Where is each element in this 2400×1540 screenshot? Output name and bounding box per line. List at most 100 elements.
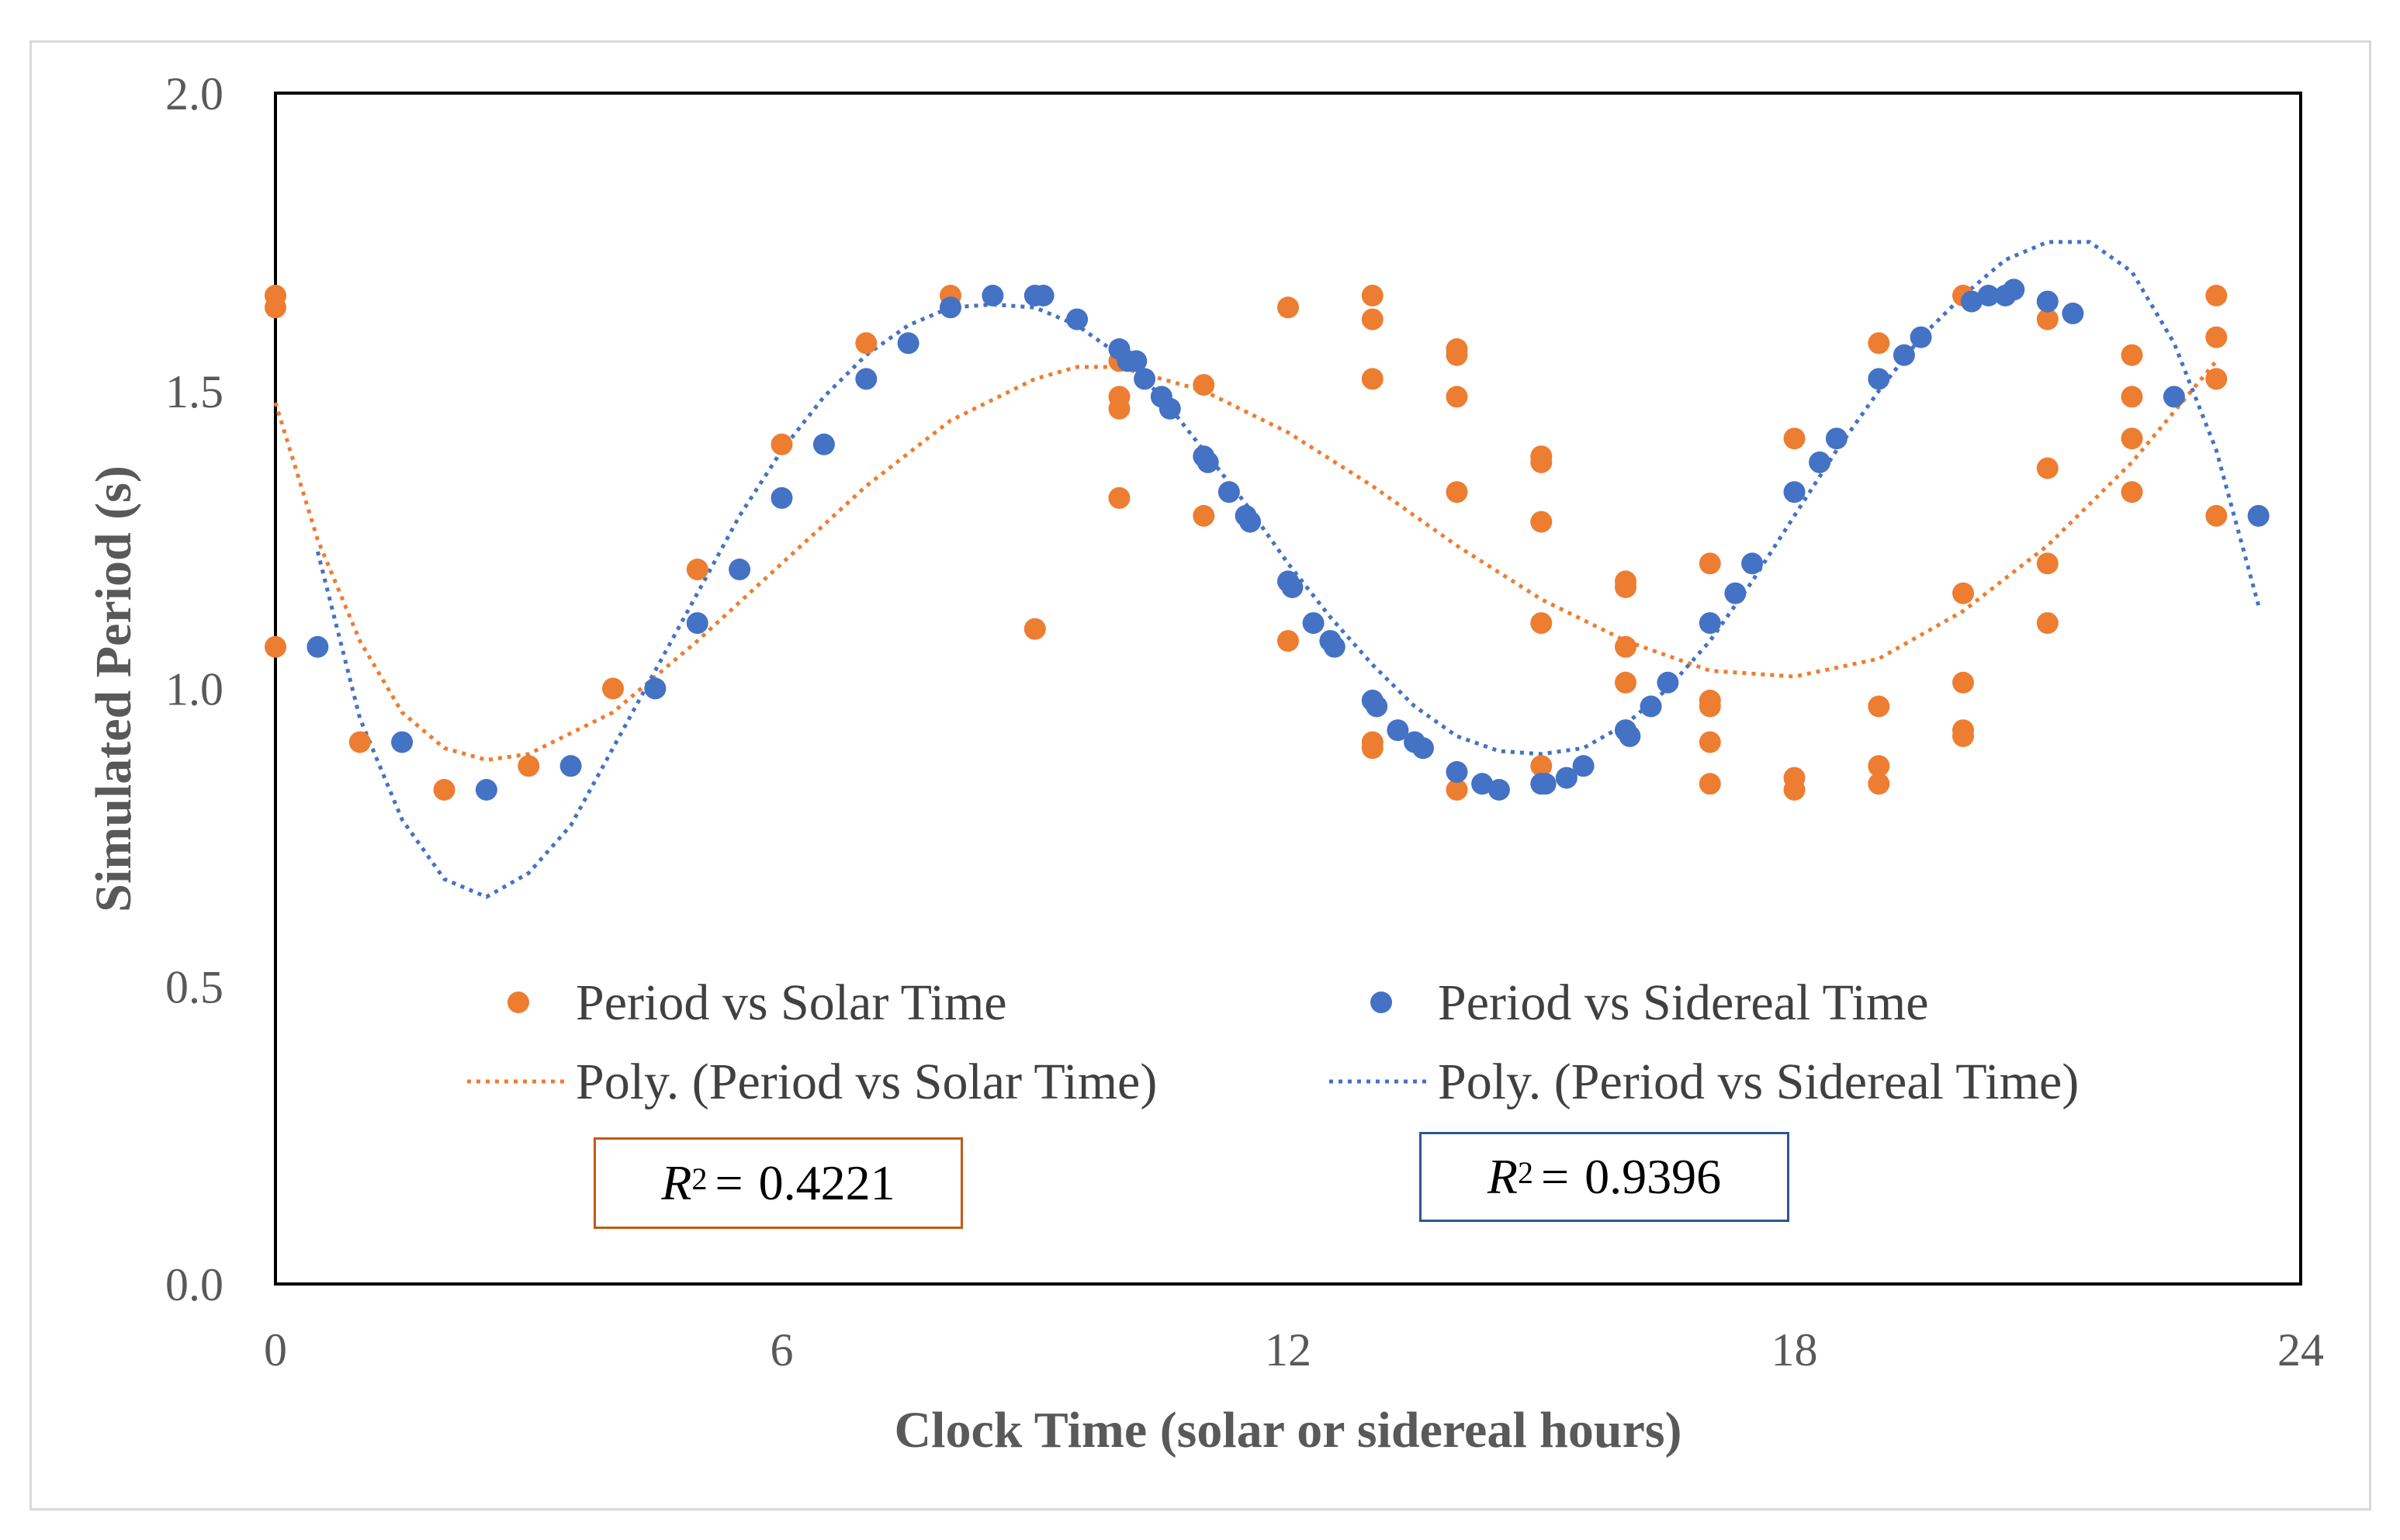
data-point-sidereal: [1158, 397, 1181, 420]
data-point-sidereal: [1487, 779, 1510, 801]
legend-label-solar: Period vs Solar Time: [576, 974, 1007, 1031]
data-point-solar: [1699, 731, 1721, 753]
data-point-solar: [1783, 779, 1806, 801]
data-point-sidereal: [1302, 612, 1325, 635]
r2-solar-exponent: 2: [691, 1161, 708, 1196]
data-point-sidereal: [1197, 451, 1219, 473]
data-point-sidereal: [1366, 695, 1388, 718]
data-point-sidereal: [855, 368, 878, 390]
data-point-sidereal: [812, 433, 835, 455]
data-point-solar: [348, 731, 371, 753]
data-point-sidereal: [2062, 303, 2084, 324]
data-point-solar: [2036, 552, 2059, 575]
data-point-sidereal: [771, 486, 793, 509]
data-point-sidereal: [644, 677, 667, 700]
data-point-sidereal: [2163, 386, 2185, 408]
legend-marker-solar: [507, 991, 529, 1013]
data-point-solar: [1868, 695, 1890, 718]
data-point-sidereal: [1323, 635, 1345, 658]
data-point-solar: [1530, 755, 1553, 777]
data-point-sidereal: [1724, 582, 1747, 604]
data-point-solar: [1446, 779, 1468, 801]
data-point-sidereal: [1066, 308, 1089, 330]
r2-solar-box: R 2 = 0.4221: [594, 1137, 963, 1229]
data-point-solar: [1530, 510, 1553, 533]
data-point-sidereal: [1412, 737, 1434, 760]
data-point-sidereal: [1534, 773, 1557, 795]
data-point-sidereal: [1960, 290, 1983, 313]
data-point-solar: [1952, 725, 1974, 747]
data-point-sidereal: [2003, 279, 2025, 301]
x-tick-label: 0: [264, 1324, 287, 1376]
data-point-solar: [1615, 576, 1636, 598]
data-point-sidereal: [1471, 773, 1494, 795]
r2-solar-value: 0.4221: [758, 1155, 895, 1210]
data-point-sidereal: [1809, 451, 1831, 473]
data-point-sidereal: [686, 612, 708, 635]
data-point-solar: [2205, 326, 2228, 348]
x-axis-title: Clock Time (solar or sidereal hours): [894, 1402, 1681, 1459]
data-point-solar: [1530, 451, 1553, 473]
data-point-sidereal: [1699, 612, 1721, 635]
data-point-solar: [2205, 504, 2228, 527]
trendline-solar: [273, 359, 2218, 763]
data-point-sidereal: [1125, 350, 1148, 372]
data-point-sidereal: [1741, 552, 1764, 575]
data-points: [265, 279, 2270, 801]
data-point-solar: [1277, 630, 1299, 652]
data-point-sidereal: [1868, 368, 1890, 390]
data-point-solar: [2205, 285, 2228, 306]
data-point-sidereal: [1217, 481, 1240, 504]
data-point-sidereal: [1977, 285, 2000, 306]
data-point-solar: [2205, 368, 2228, 390]
data-point-solar: [1108, 397, 1131, 420]
data-point-sidereal: [1134, 368, 1156, 390]
x-tick-label: 18: [1771, 1324, 1818, 1376]
data-point-solar: [2121, 481, 2143, 504]
y-tick-label: 1.0: [165, 664, 223, 715]
y-tick-label: 1.5: [165, 366, 223, 417]
data-point-sidereal: [1893, 344, 1915, 366]
data-point-sidereal: [2036, 290, 2059, 313]
r2-solar-equals: =: [715, 1155, 743, 1210]
y-tick-label: 0.5: [165, 961, 223, 1012]
data-point-solar: [1699, 552, 1721, 575]
data-point-solar: [1615, 635, 1636, 658]
legend-label-sidereal-poly: Poly. (Period vs Sidereal Time): [1438, 1054, 2079, 1110]
data-point-sidereal: [982, 285, 1004, 306]
data-point-solar: [265, 296, 286, 319]
legend-marker-sidereal: [1370, 991, 1392, 1013]
data-point-sidereal: [729, 559, 751, 580]
data-point-solar: [1277, 296, 1299, 319]
data-point-solar: [1361, 737, 1384, 760]
data-point-sidereal: [1825, 427, 1848, 450]
data-point-solar: [2036, 457, 2059, 479]
r2-sidereal-variable: R: [1487, 1149, 1518, 1204]
data-point-solar: [1952, 582, 1974, 604]
data-point-solar: [1952, 671, 1974, 694]
r2-sidereal-exponent: 2: [1518, 1154, 1533, 1190]
data-point-solar: [1530, 612, 1553, 635]
data-point-solar: [1361, 285, 1384, 306]
data-point-sidereal: [1572, 755, 1595, 777]
data-point-solar: [265, 635, 286, 658]
data-point-sidereal: [1783, 481, 1806, 504]
data-point-solar: [1361, 368, 1384, 390]
data-point-sidereal: [1281, 576, 1304, 598]
r2-solar-variable: R: [661, 1155, 692, 1210]
data-point-solar: [1193, 504, 1215, 527]
r2-sidereal-box: R 2 = 0.9396: [1419, 1132, 1789, 1222]
x-axis-ticks: 0 6 12 18 24: [264, 1324, 2324, 1376]
legend-label-solar-poly: Poly. (Period vs Solar Time): [576, 1054, 1157, 1110]
data-point-sidereal: [391, 731, 414, 753]
data-point-solar: [855, 332, 878, 355]
data-point-sidereal: [306, 635, 329, 658]
data-point-sidereal: [1555, 767, 1577, 789]
data-point-sidereal: [1239, 510, 1262, 533]
legend-label-sidereal: Period vs Sidereal Time: [1438, 974, 1929, 1031]
data-point-solar: [1193, 374, 1215, 396]
data-point-sidereal: [897, 332, 919, 355]
legend: Period vs Solar Time Period vs Sidereal …: [467, 974, 2079, 1110]
data-point-sidereal: [1910, 326, 1932, 348]
